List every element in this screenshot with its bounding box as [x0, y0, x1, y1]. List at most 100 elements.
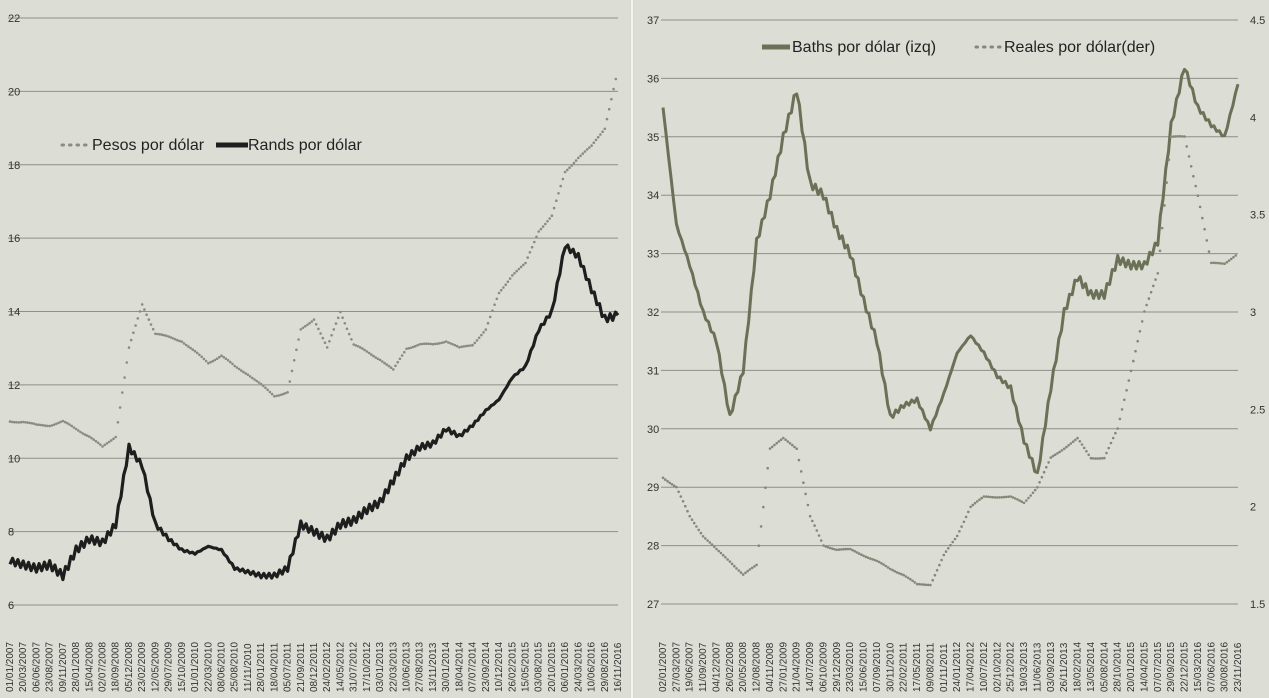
series-point-reales: [866, 556, 870, 559]
series-point-pesos: [502, 286, 505, 289]
series-point-pesos: [184, 343, 188, 347]
series-point-reales: [1201, 216, 1204, 220]
series-point-pesos: [8, 420, 12, 423]
y-tick-label: 14: [8, 307, 20, 319]
series-point-reales: [889, 567, 892, 571]
series-point-reales: [684, 504, 687, 508]
series-point-pesos: [403, 350, 406, 354]
x-tick-label: 25/08/2010: [230, 642, 241, 692]
series-point-pesos: [436, 342, 439, 346]
series-point-reales: [1027, 496, 1030, 500]
series-point-reales: [1234, 254, 1238, 257]
series-point-pesos: [268, 390, 272, 394]
series-point-reales: [721, 553, 725, 557]
series-point-reales: [824, 545, 827, 548]
series-point-reales: [1203, 227, 1206, 231]
series-point-reales: [713, 545, 716, 549]
series-line-baths: [661, 67, 1240, 475]
series-point-reales: [862, 554, 865, 558]
series-point-reales: [663, 478, 667, 481]
series-point-reales: [880, 562, 883, 565]
series-point-reales: [882, 563, 885, 566]
series-point-reales: [750, 566, 754, 570]
series-line-rands: [8, 243, 620, 582]
series-point-reales: [1089, 456, 1093, 460]
series-point-reales: [681, 500, 685, 503]
series-point-pesos: [198, 353, 201, 357]
series-point-pesos: [572, 161, 576, 165]
series-point-pesos: [178, 339, 181, 343]
series-point-reales: [1136, 339, 1139, 343]
x-tick-label: 06/06/2007: [31, 642, 42, 692]
series-point-pesos: [548, 217, 551, 220]
series-point-reales: [1082, 446, 1086, 450]
series-point-pesos: [484, 328, 488, 331]
series-point-reales: [996, 496, 999, 499]
series-point-pesos: [24, 421, 27, 424]
series-point-pesos: [460, 345, 463, 349]
series-point-pesos: [39, 423, 43, 427]
x-tick-label: 04/12/2007: [711, 642, 722, 692]
series-point-reales: [1218, 262, 1222, 265]
series-point-reales: [1178, 135, 1182, 138]
x-tick-label: 04/11/2008: [765, 642, 776, 692]
x-tick-label: 20/05/2008: [738, 642, 749, 692]
series-point-reales: [947, 547, 950, 550]
series-point-pesos: [176, 338, 179, 342]
series-point-reales: [715, 547, 718, 551]
series-point-reales: [835, 548, 839, 552]
series-point-reales: [837, 548, 841, 551]
series-point-reales: [971, 503, 975, 507]
x-tick-label: 08/12/2011: [309, 642, 320, 692]
series-point-pesos: [105, 442, 109, 445]
series-point-pesos: [367, 351, 371, 355]
series-point-reales: [869, 557, 872, 560]
series-point-pesos: [281, 392, 285, 396]
x-tick-label: 23/09/2014: [481, 642, 492, 692]
x-tick-label: 23/11/2016: [1233, 642, 1244, 692]
series-point-pesos: [341, 316, 344, 320]
series-point-pesos: [601, 130, 604, 133]
series-point-reales: [1109, 441, 1113, 445]
series-point-reales: [958, 530, 961, 533]
series-point-reales: [969, 505, 972, 509]
series-point-reales: [777, 440, 781, 443]
series-point-reales: [1047, 461, 1050, 464]
series-point-reales: [719, 551, 723, 555]
series-point-reales: [817, 534, 821, 537]
series-point-reales: [686, 509, 689, 513]
series-point-pesos: [372, 354, 375, 358]
series-point-reales: [911, 579, 914, 583]
x-tick-label: 21/09/2011: [296, 642, 307, 692]
series-point-reales: [828, 546, 832, 550]
y-tick-label: 18: [8, 160, 20, 172]
series-point-pesos: [127, 346, 131, 349]
series-point-pesos: [107, 440, 111, 444]
series-point-reales: [935, 568, 939, 572]
series-point-pesos: [68, 423, 71, 426]
series-point-pesos: [48, 424, 51, 428]
series-point-pesos: [273, 395, 276, 398]
series-point-pesos: [488, 315, 492, 319]
series-point-reales: [666, 479, 669, 483]
x-tick-label: 09/11/2007: [58, 642, 69, 692]
series-point-pesos: [499, 288, 503, 292]
series-point-reales: [1145, 303, 1148, 307]
series-point-reales: [701, 535, 705, 538]
series-point-reales: [1227, 259, 1231, 262]
series-point-pesos: [43, 424, 47, 427]
x-tick-label: 16/11/2016: [613, 642, 624, 692]
series-point-reales: [853, 549, 856, 553]
series-point-reales: [1058, 450, 1061, 454]
series-point-reales: [706, 539, 709, 542]
x-tick-label: 28/01/2011: [256, 642, 267, 692]
series-point-reales: [960, 525, 963, 528]
series-point-reales: [860, 553, 863, 556]
series-point-pesos: [347, 332, 351, 336]
y2-tick-label: 4: [1250, 112, 1256, 124]
series-point-pesos: [491, 309, 494, 313]
series-point-pesos: [473, 341, 477, 345]
series-point-reales: [815, 529, 819, 532]
series-point-reales: [672, 484, 676, 488]
series-point-pesos: [387, 364, 391, 368]
